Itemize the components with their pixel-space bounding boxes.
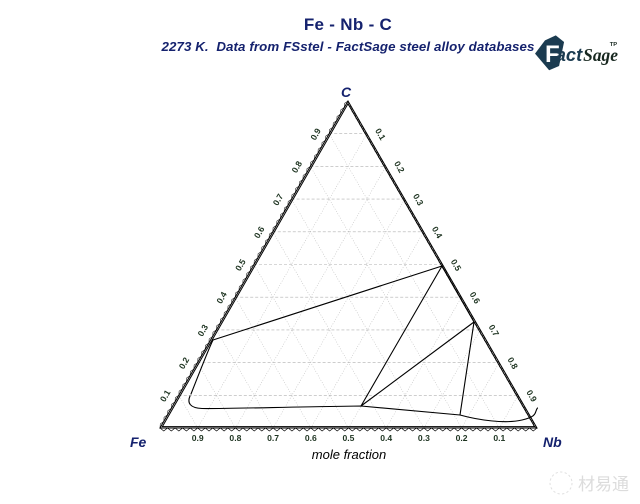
svg-text:mole fraction: mole fraction [312, 447, 386, 462]
svg-text:0.5: 0.5 [233, 257, 248, 273]
svg-text:0.6: 0.6 [252, 224, 267, 240]
svg-text:0.6: 0.6 [305, 433, 317, 443]
svg-text:0.1: 0.1 [493, 433, 505, 443]
svg-text:TP: TP [610, 42, 618, 48]
svg-text:0.8: 0.8 [289, 159, 304, 175]
svg-text:0.7: 0.7 [271, 192, 286, 208]
svg-text:C: C [341, 84, 352, 100]
svg-text:0.9: 0.9 [308, 126, 323, 142]
svg-text:材易通: 材易通 [578, 475, 629, 494]
svg-text:0.4: 0.4 [214, 290, 229, 306]
svg-text:0.4: 0.4 [380, 433, 392, 443]
svg-text:0.8: 0.8 [505, 355, 520, 371]
svg-text:0.6: 0.6 [468, 290, 483, 306]
svg-text:0.5: 0.5 [449, 257, 464, 273]
svg-text:0.2: 0.2 [392, 159, 407, 175]
svg-text:0.8: 0.8 [229, 433, 241, 443]
svg-text:0.1: 0.1 [158, 388, 173, 404]
svg-text:0.3: 0.3 [418, 433, 430, 443]
svg-text:act: act [556, 44, 583, 65]
svg-text:0.2: 0.2 [456, 433, 468, 443]
svg-text:0.7: 0.7 [487, 323, 502, 339]
svg-text:0.4: 0.4 [430, 225, 445, 241]
svg-text:0.9: 0.9 [524, 388, 539, 404]
svg-text:0.9: 0.9 [192, 433, 204, 443]
svg-text:0.3: 0.3 [195, 323, 210, 339]
svg-text:Fe: Fe [130, 434, 147, 450]
svg-text:0.7: 0.7 [267, 433, 279, 443]
svg-text:0.2: 0.2 [177, 355, 192, 371]
svg-text:0.1: 0.1 [373, 127, 388, 143]
svg-text:Nb: Nb [543, 434, 562, 450]
svg-text:0.5: 0.5 [343, 433, 355, 443]
svg-text:0.3: 0.3 [411, 192, 426, 208]
